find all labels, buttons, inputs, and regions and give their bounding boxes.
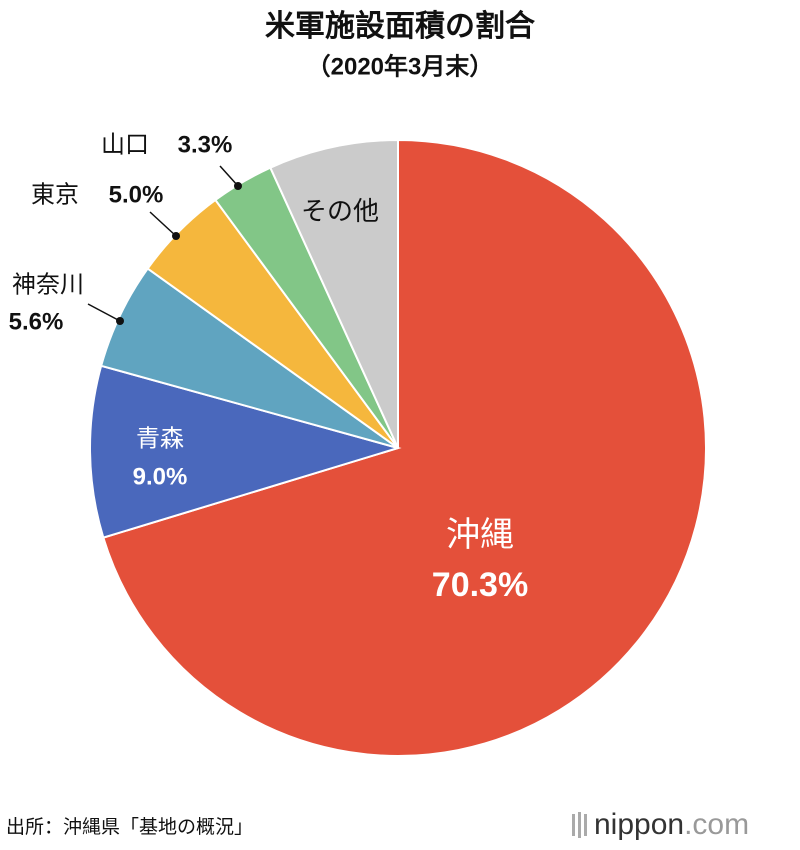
source: 出所：沖縄県「基地の概況」 — [6, 816, 253, 838]
logo-suffix: .com — [684, 808, 749, 841]
leader-line — [149, 211, 177, 237]
leader-line — [219, 165, 239, 187]
leader-dot — [172, 232, 180, 240]
leader-dot — [116, 317, 124, 325]
pie-slice — [269, 138, 399, 449]
logo-bar — [572, 814, 575, 836]
logo-main: nippon — [594, 808, 684, 841]
value-label: 9.0% — [133, 463, 188, 490]
logo-bar — [578, 812, 581, 838]
value-label: 5.6% — [9, 308, 64, 335]
category-label: 東京 — [31, 181, 79, 208]
chart-title: 米軍施設面積の割合 — [265, 9, 535, 43]
category-label: 神奈川 — [12, 271, 84, 298]
category-label: その他 — [301, 196, 379, 226]
value-label: 3.3% — [178, 131, 233, 158]
category-label: 沖縄 — [446, 516, 514, 554]
pie-slice — [89, 364, 402, 539]
leader-line — [87, 303, 121, 322]
category-label: 青森 — [136, 425, 184, 452]
chart-subtitle: （2020年3月末） — [307, 52, 494, 80]
value-label: 70.3% — [432, 566, 528, 604]
logo-bar — [584, 814, 587, 836]
logo-text: nippon.com — [594, 808, 749, 841]
pie-slice — [102, 138, 707, 757]
value-label: 5.0% — [109, 181, 164, 208]
logo: nippon.com — [572, 808, 749, 841]
leader-dot — [234, 182, 242, 190]
category-label: 山口 — [101, 131, 149, 158]
